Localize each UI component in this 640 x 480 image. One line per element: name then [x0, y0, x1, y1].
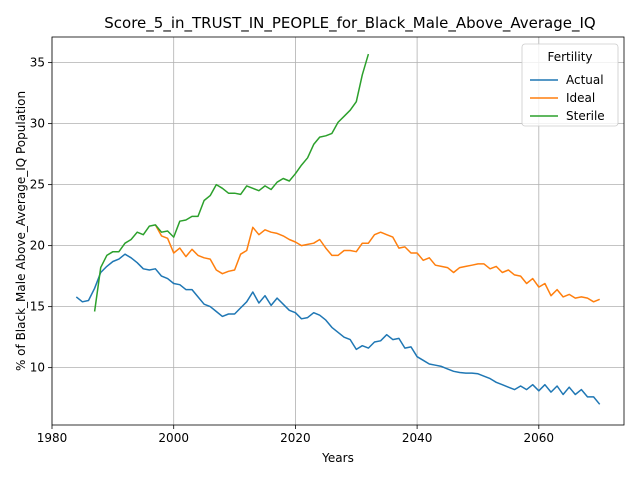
y-tick-label: 15	[30, 300, 45, 314]
legend-label-ideal: Ideal	[566, 91, 595, 105]
x-axis-ticks: 1980 2000 2020 2040 2060	[37, 425, 554, 445]
y-tick-label: 35	[30, 56, 45, 70]
y-tick-label: 20	[30, 239, 45, 253]
legend-label-actual: Actual	[566, 73, 604, 87]
y-axis-label: % of Black_Male Above_Average_IQ Populat…	[14, 91, 28, 371]
legend-entries: Actual Ideal Sterile	[530, 73, 605, 123]
legend-box	[521, 43, 619, 127]
series-line-sterile	[93, 53, 370, 312]
y-tick-label: 25	[30, 178, 45, 192]
y-tick-label: 10	[30, 361, 45, 375]
y-axis-ticks: 10 15 20 25 30 35	[30, 56, 52, 375]
legend-label-sterile: Sterile	[566, 109, 605, 123]
legend: Fertility Actual Ideal Sterile	[521, 43, 619, 127]
legend-title: Fertility	[547, 50, 592, 64]
x-tick-label: 1980	[37, 431, 68, 445]
x-tick-label: 2020	[280, 431, 311, 445]
y-tick-label: 30	[30, 117, 45, 131]
x-axis-label: Years	[321, 451, 354, 465]
chart-title: Score_5_in_TRUST_IN_PEOPLE_for_Black_Mal…	[104, 14, 595, 33]
x-tick-label: 2000	[158, 431, 189, 445]
plot-frame	[51, 36, 625, 426]
series-lines	[75, 53, 601, 405]
series-line-actual	[75, 253, 601, 405]
x-tick-label: 2060	[524, 431, 555, 445]
x-tick-label: 2040	[402, 431, 433, 445]
series-line-ideal	[154, 224, 600, 303]
